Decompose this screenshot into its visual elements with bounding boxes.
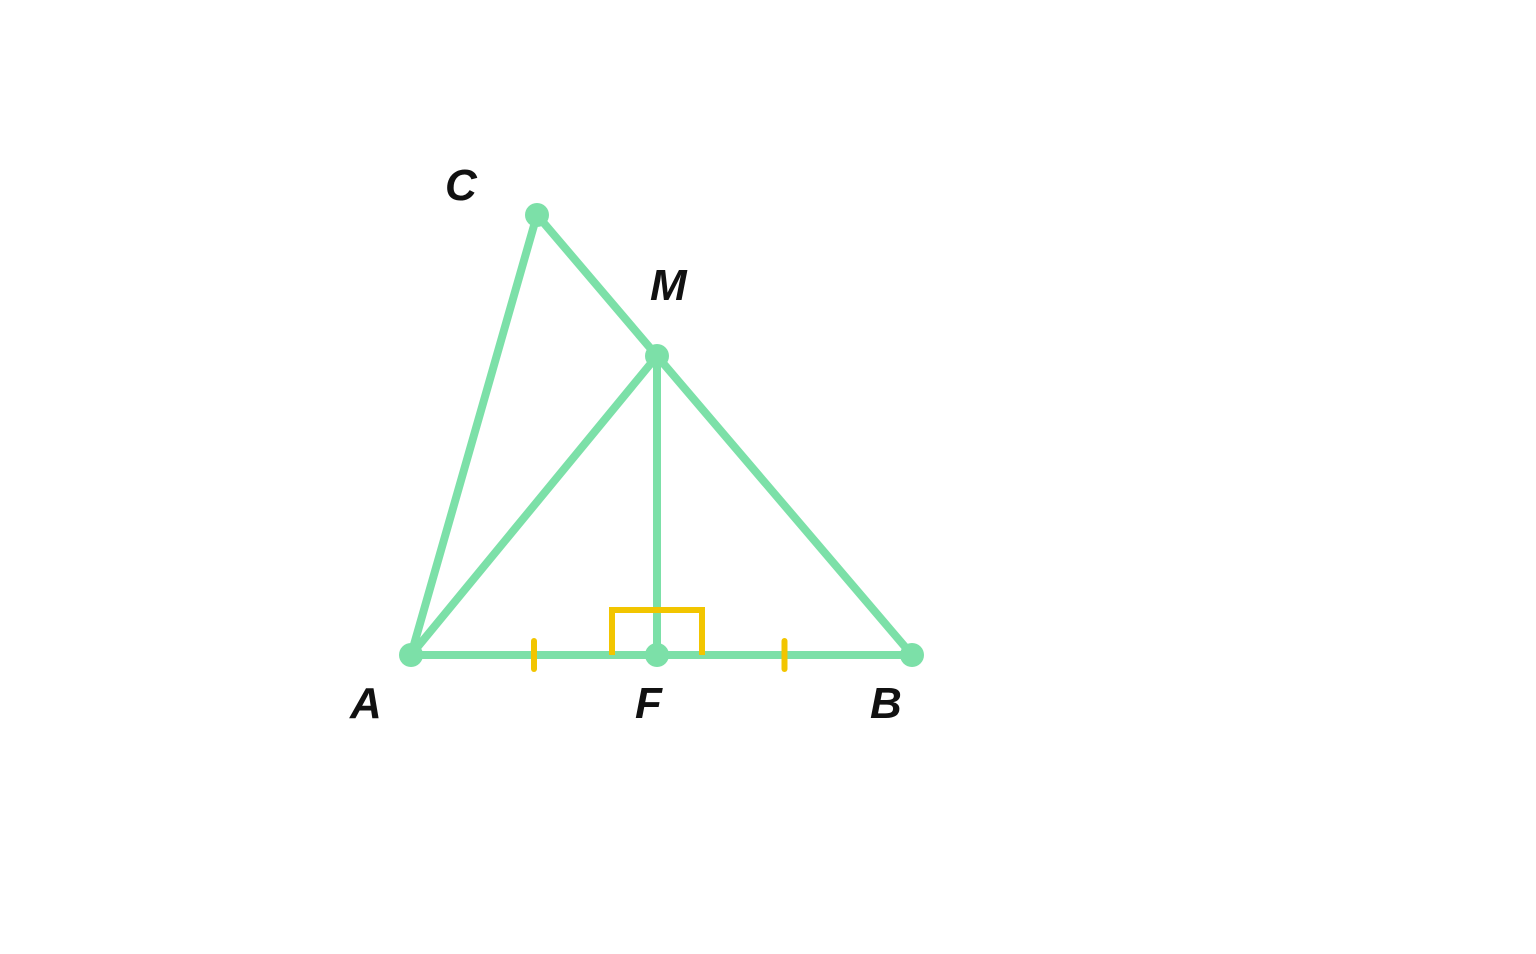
label-F: F <box>635 679 663 728</box>
label-M: M <box>650 261 688 310</box>
point-B <box>900 643 924 667</box>
label-C: C <box>445 161 478 210</box>
background <box>0 0 1536 954</box>
point-A <box>399 643 423 667</box>
label-B: B <box>870 679 902 728</box>
point-M <box>645 344 669 368</box>
geometry-diagram: A B C M F <box>0 0 1536 954</box>
label-A: A <box>349 679 382 728</box>
point-F <box>645 643 669 667</box>
point-C <box>525 203 549 227</box>
